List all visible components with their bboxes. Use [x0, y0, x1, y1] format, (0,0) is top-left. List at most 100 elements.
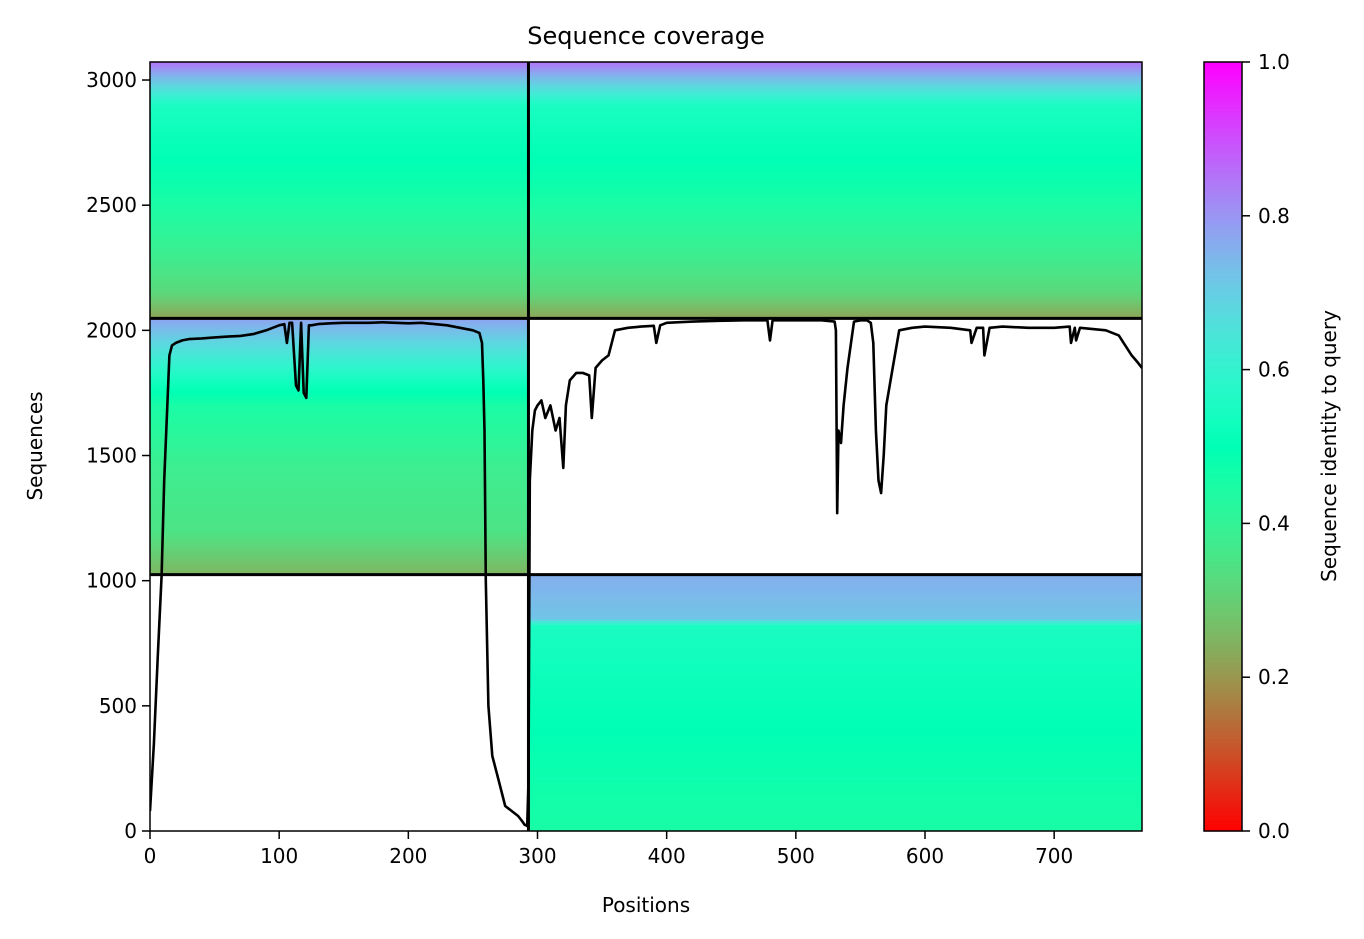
colorbar-segment	[1204, 296, 1242, 301]
heatmap-band	[150, 346, 529, 349]
colorbar-segment	[1204, 400, 1242, 405]
heatmap-band	[528, 308, 1142, 311]
heatmap-band	[528, 616, 1142, 620]
colorbar-segment	[1204, 558, 1242, 563]
colorbar-segment	[1204, 77, 1242, 82]
y-tick-label: 2000	[86, 318, 137, 342]
heatmap-band	[528, 712, 1142, 716]
heatmap-band	[528, 74, 1142, 77]
heatmap-band	[150, 450, 529, 453]
heatmap-band	[528, 824, 1142, 828]
heatmap-band	[528, 132, 1142, 135]
coverage-heatmap	[150, 62, 1142, 831]
heatmap-band	[528, 70, 1142, 73]
x-tick-label: 600	[906, 844, 944, 868]
colorbar-segment	[1204, 181, 1242, 186]
heatmap-band	[150, 372, 529, 375]
colorbar-segment	[1204, 138, 1242, 144]
y-tick-label: 1500	[86, 444, 137, 468]
heatmap-band	[528, 208, 1142, 211]
heatmap-band	[150, 308, 529, 311]
heatmap-band	[528, 110, 1142, 113]
heatmap-band	[150, 462, 529, 465]
heatmap-band	[528, 270, 1142, 273]
heatmap-band	[528, 802, 1142, 806]
heatmap-band	[150, 470, 529, 473]
heatmap-band	[150, 560, 529, 564]
heatmap-band	[528, 778, 1142, 782]
colorbar-segment	[1204, 773, 1242, 778]
heatmap-band	[528, 204, 1142, 207]
heatmap-band	[150, 74, 529, 77]
heatmap-band	[150, 358, 529, 361]
colorbar-segment	[1204, 500, 1242, 505]
heatmap-band	[528, 740, 1142, 744]
heatmap-band	[150, 528, 529, 532]
colorbar-segment	[1204, 211, 1242, 217]
heatmap-band	[150, 530, 529, 534]
heatmap-band	[150, 272, 529, 275]
x-tick-label: 0	[144, 844, 157, 868]
colorbar-segment	[1204, 338, 1242, 344]
heatmap-band	[150, 124, 529, 127]
heatmap-band	[150, 344, 529, 347]
heatmap-band	[150, 138, 529, 141]
heatmap-band	[150, 416, 529, 419]
colorbar-segment	[1204, 588, 1242, 594]
colorbar-segment	[1204, 146, 1242, 152]
heatmap-band	[150, 518, 529, 521]
heatmap-band	[528, 180, 1142, 183]
heatmap-band	[150, 420, 529, 423]
heatmap-band	[528, 752, 1142, 756]
heatmap-band	[150, 88, 529, 91]
heatmap-band	[150, 192, 529, 195]
heatmap-band	[528, 814, 1142, 818]
heatmap-band	[150, 116, 529, 119]
heatmap-band	[528, 82, 1142, 85]
colorbar-segment	[1204, 761, 1242, 767]
colorbar-segment	[1204, 369, 1242, 375]
heatmap-band	[528, 612, 1142, 616]
heatmap-band	[528, 676, 1142, 680]
colorbar-segment	[1204, 492, 1242, 498]
colorbar-segment	[1204, 627, 1242, 632]
heatmap-band	[528, 642, 1142, 646]
heatmap-band	[528, 688, 1142, 692]
heatmap-band	[150, 234, 529, 237]
colorbar-segment	[1204, 523, 1242, 528]
heatmap-band	[528, 232, 1142, 235]
colorbar-segment	[1204, 738, 1242, 744]
colorbar-segment	[1204, 654, 1242, 659]
heatmap-band	[528, 576, 1142, 580]
colorbar-segment	[1204, 538, 1242, 544]
heatmap-band	[150, 82, 529, 85]
heatmap-band	[150, 410, 529, 413]
heatmap-band	[528, 776, 1142, 780]
heatmap-band	[528, 278, 1142, 281]
colorbar-segment	[1204, 281, 1242, 286]
heatmap-band	[150, 338, 529, 341]
heatmap-band	[528, 816, 1142, 820]
heatmap-band	[150, 264, 529, 267]
heatmap-band	[150, 388, 529, 391]
heatmap-band	[528, 768, 1142, 772]
heatmap-band	[150, 244, 529, 247]
colorbar-segment	[1204, 757, 1242, 763]
heatmap-band	[150, 368, 529, 371]
heatmap-band	[150, 84, 529, 87]
heatmap-band	[150, 102, 529, 105]
heatmap-band	[528, 128, 1142, 131]
heatmap-band	[150, 432, 529, 435]
colorbar-segment	[1204, 419, 1242, 425]
colorbar-segment	[1204, 331, 1242, 336]
heatmap-band	[528, 168, 1142, 171]
heatmap-band	[528, 716, 1142, 720]
heatmap-band	[528, 166, 1142, 169]
colorbar-segment	[1204, 731, 1242, 736]
heatmap-band	[150, 176, 529, 179]
heatmap-band	[528, 660, 1142, 664]
heatmap-band	[528, 584, 1142, 588]
heatmap-band	[528, 172, 1142, 175]
heatmap-band	[150, 248, 529, 251]
heatmap-band	[528, 598, 1142, 602]
